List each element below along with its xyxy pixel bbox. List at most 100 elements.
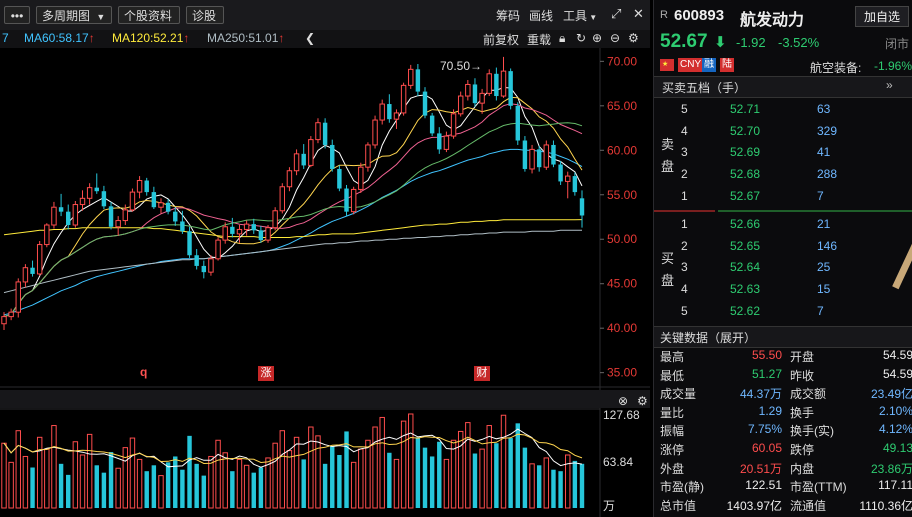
candle-body bbox=[51, 206, 57, 226]
key-data-value: 51.27 bbox=[751, 366, 782, 381]
period-select[interactable]: 多周期图 ▼ bbox=[36, 6, 112, 24]
bid-label-1: 买 bbox=[661, 251, 675, 266]
chips-button[interactable]: 筹码 bbox=[496, 9, 521, 23]
key-data-value: 54.59 bbox=[882, 348, 912, 362]
volume-bar bbox=[365, 439, 371, 509]
volume-bar bbox=[443, 458, 450, 509]
refresh-icon[interactable]: ↻ bbox=[576, 31, 587, 45]
volume-bar bbox=[344, 431, 349, 508]
sector-name[interactable]: 航空装备: bbox=[810, 61, 862, 75]
volume-bar bbox=[358, 448, 364, 509]
reload-button[interactable]: 重载 bbox=[527, 33, 552, 47]
volume-bar bbox=[265, 457, 271, 509]
expand-right-icon[interactable]: » bbox=[886, 78, 893, 92]
settings-gear-icon[interactable]: ⚙ bbox=[628, 31, 639, 45]
bid-row[interactable]: 5 52.62 7 bbox=[654, 304, 912, 325]
bid-level: 3 bbox=[681, 260, 688, 275]
volume-bar bbox=[372, 426, 378, 509]
price-change: -1.92 bbox=[736, 35, 766, 50]
close-icon[interactable]: ✕ bbox=[633, 6, 644, 21]
volume-bar bbox=[187, 435, 192, 508]
zoom-in-icon[interactable]: ⊕ bbox=[592, 31, 603, 45]
volume-settings-icon[interactable]: ⚙ bbox=[637, 394, 648, 408]
adjust-mode-button[interactable]: 前复权 bbox=[483, 33, 520, 47]
volume-bar bbox=[350, 461, 357, 509]
event-marker-rise[interactable]: 涨 bbox=[258, 366, 274, 381]
diagnose-button[interactable]: 诊股 bbox=[186, 6, 224, 24]
volume-bar bbox=[486, 425, 492, 509]
bid-level: 2 bbox=[681, 238, 688, 253]
key-data-label: 成交量 bbox=[660, 387, 697, 402]
bid-row[interactable]: 3 52.64 25 bbox=[654, 260, 912, 281]
tools-menu[interactable]: 工具 ▼ bbox=[563, 7, 597, 24]
candle-body bbox=[457, 95, 464, 115]
volume-bar bbox=[129, 437, 136, 509]
volume-close-icon[interactable]: ⊗ bbox=[618, 394, 629, 408]
volume-bar bbox=[158, 475, 164, 509]
zoom-out-icon[interactable]: ⊖ bbox=[610, 31, 621, 45]
price-tick-label: 55.00 bbox=[607, 188, 637, 202]
ask-row[interactable]: 2 52.68 288 bbox=[654, 167, 912, 188]
volume-bar bbox=[36, 436, 43, 509]
volume-bar bbox=[122, 447, 129, 509]
lock-icon[interactable]: 🔒︎ bbox=[559, 31, 566, 45]
volume-bar bbox=[522, 447, 528, 508]
volume-bar bbox=[15, 430, 21, 509]
volume-bar bbox=[30, 467, 35, 508]
candle-body bbox=[136, 180, 143, 193]
candle-body bbox=[30, 267, 35, 274]
candle-body bbox=[243, 223, 250, 230]
ask-price: 52.67 bbox=[730, 188, 761, 203]
ma10-line bbox=[3, 96, 583, 318]
ask-row[interactable]: 1 52.67 7 bbox=[654, 189, 912, 210]
key-data-value: 20.51万 bbox=[739, 461, 782, 476]
candle-body bbox=[344, 188, 349, 212]
volume-bar bbox=[201, 475, 207, 508]
ask-row[interactable]: 4 52.70 329 bbox=[654, 124, 912, 145]
bid-row[interactable]: 2 52.65 146 bbox=[654, 239, 912, 260]
volume-bar bbox=[551, 469, 556, 508]
candle-body bbox=[422, 91, 428, 116]
draw-line-button[interactable]: 画线 bbox=[529, 9, 554, 23]
key-data-label: 外盘 bbox=[660, 461, 685, 476]
ask-price: 52.70 bbox=[730, 123, 761, 138]
key-data-value: 4.12% bbox=[878, 422, 912, 437]
candle-body bbox=[308, 139, 314, 166]
kline-chart[interactable]: 70.00 65.00 60.00 55.00 50.00 45.00 40.00 35.00… bbox=[0, 48, 650, 517]
volume-bar bbox=[94, 465, 99, 508]
candle-body bbox=[115, 220, 121, 228]
key-data-value: 1.29 bbox=[758, 403, 782, 418]
key-data-value: 2.10% bbox=[878, 403, 912, 418]
ask-row[interactable]: 5 52.71 63 bbox=[654, 102, 912, 123]
volume-bar bbox=[293, 436, 300, 509]
collapse-left-icon[interactable]: ❮ bbox=[305, 31, 316, 45]
key-data-header[interactable]: 关键数据（展开） bbox=[654, 326, 912, 348]
candle-body bbox=[372, 119, 378, 146]
bid-level: 5 bbox=[681, 303, 688, 318]
more-menu-button[interactable]: ••• bbox=[4, 6, 30, 24]
volume-bar bbox=[558, 471, 563, 508]
volume-bar bbox=[529, 463, 535, 509]
expand-icon[interactable]: ⤢ bbox=[611, 6, 622, 21]
bid-level: 4 bbox=[681, 282, 688, 297]
volume-bar bbox=[165, 462, 171, 508]
stock-info-button[interactable]: 个股资料 bbox=[118, 6, 180, 24]
add-watchlist-button[interactable]: 加自选 bbox=[855, 6, 909, 27]
key-data-label: 昨收 bbox=[790, 368, 815, 383]
candle-body bbox=[129, 191, 136, 211]
event-marker-q[interactable]: q bbox=[140, 365, 148, 379]
bid-row[interactable]: 1 52.66 21 bbox=[654, 217, 912, 238]
volume-bar bbox=[387, 452, 392, 508]
event-marker-finance[interactable]: 财 bbox=[474, 366, 490, 381]
key-data-value: 1403.97亿 bbox=[726, 498, 782, 513]
candle-body bbox=[387, 104, 392, 120]
price-tick-label: 40.00 bbox=[607, 321, 637, 335]
ask-volume: 288 bbox=[817, 167, 838, 182]
candle-body bbox=[230, 226, 235, 234]
volume-bar bbox=[222, 452, 228, 509]
ask-price: 52.69 bbox=[730, 145, 761, 160]
ask-row[interactable]: 3 52.69 41 bbox=[654, 145, 912, 166]
price-tick-label: 50.00 bbox=[607, 232, 637, 246]
bid-row[interactable]: 4 52.63 15 bbox=[654, 282, 912, 303]
price-axis: 70.00 65.00 60.00 55.00 50.00 45.00 40.00 35.00… bbox=[600, 54, 640, 513]
